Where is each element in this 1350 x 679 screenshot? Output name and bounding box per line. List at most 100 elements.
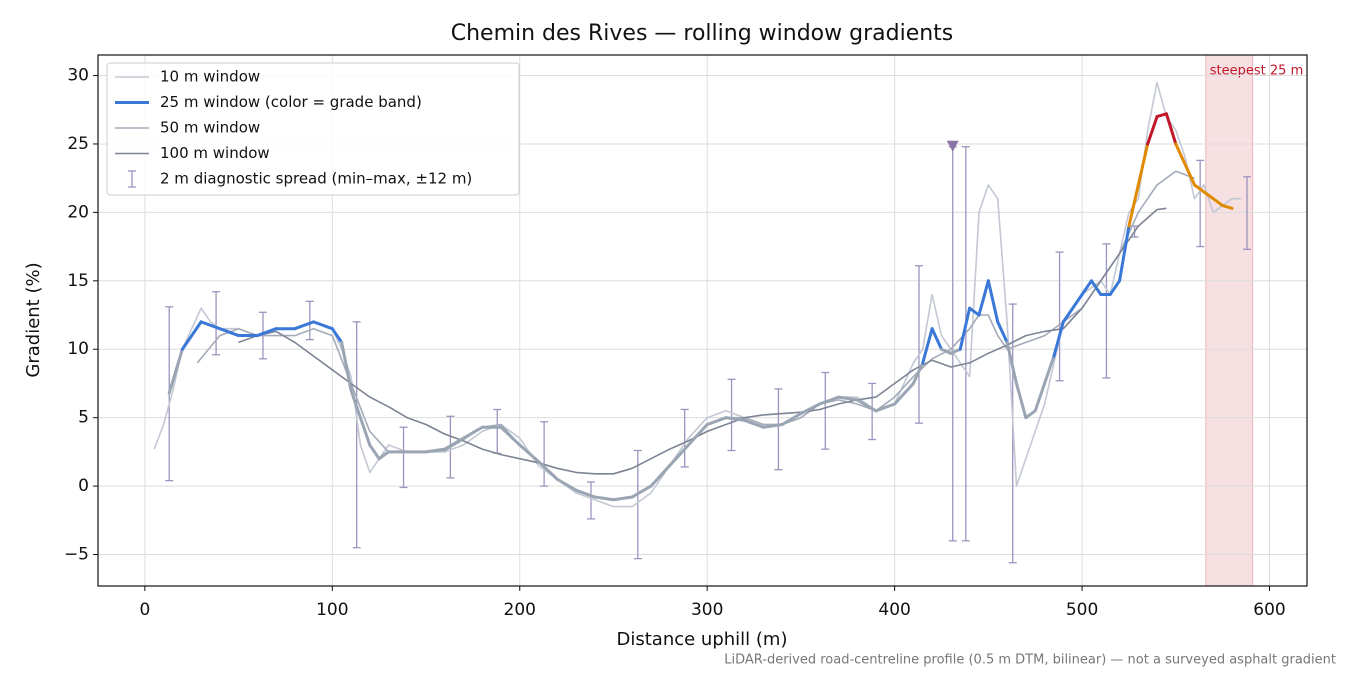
line-segment (1005, 340, 1018, 385)
line-segment (977, 279, 990, 317)
y-axis-label: Gradient (%) (23, 262, 44, 377)
line-segment (743, 418, 765, 429)
y-tick-label: 5 (78, 408, 89, 428)
line-segment (1108, 279, 1122, 296)
line-segment (1146, 115, 1159, 146)
line-segment (968, 306, 981, 317)
footnote: LiDAR-derived road-centreline profile (0… (724, 653, 1336, 668)
line-segment (443, 436, 466, 451)
line-segment (499, 425, 522, 447)
line-segment (593, 495, 615, 502)
line-segment (1127, 183, 1140, 228)
line-segment (949, 347, 962, 355)
x-tick-label: 0 (139, 600, 150, 620)
line-segment (330, 327, 344, 344)
line-segment (518, 443, 540, 463)
span-label: steepest 25 m (1210, 64, 1303, 79)
line-segment (799, 402, 822, 416)
line-segment (958, 306, 972, 351)
line-segment (836, 395, 859, 402)
line-segment (1164, 112, 1178, 146)
line-segment (368, 443, 381, 461)
line-segment (668, 443, 690, 468)
x-tick-label: 300 (691, 600, 723, 620)
line-segment (424, 447, 447, 454)
x-tick-label: 100 (316, 600, 348, 620)
line-segment (1174, 142, 1187, 166)
line-segment (930, 327, 943, 351)
line-segment (199, 320, 222, 331)
y-tick-label: 25 (67, 134, 89, 154)
line-segment (293, 320, 316, 331)
line-segment (1024, 409, 1037, 420)
legend-label: 10 m window (160, 68, 260, 86)
line-segment (611, 495, 634, 502)
line-segment (649, 464, 672, 488)
line-segment (761, 423, 784, 429)
legend-label: 2 m diagnostic spread (min–max, ±12 m) (160, 170, 472, 188)
line-segment (1193, 183, 1206, 194)
line-segment (1033, 381, 1047, 413)
line-segment (686, 423, 709, 447)
line-segment (921, 327, 934, 365)
line-segment (818, 395, 840, 406)
line-segment (555, 477, 578, 492)
y-tick-label: 0 (78, 476, 89, 496)
x-tick-label: 600 (1253, 600, 1285, 620)
line-segment (1211, 197, 1225, 208)
x-axis-label: Distance uphill (m) (617, 629, 788, 650)
line-segment (1080, 279, 1093, 296)
legend-label: 100 m window (160, 144, 270, 162)
legend-label: 50 m window (160, 119, 260, 137)
line-segment (630, 484, 653, 499)
line-segment (1118, 224, 1131, 283)
line-segment (996, 320, 1009, 344)
line-segment (939, 347, 953, 355)
line-segment (340, 340, 353, 392)
line-segment (312, 320, 334, 331)
line-segment (180, 320, 203, 351)
line-segment (893, 381, 915, 406)
line-segment (1155, 112, 1168, 119)
marker (946, 140, 959, 152)
line-segment (218, 327, 241, 338)
y-tick-label: 20 (67, 202, 89, 222)
highlight-span (1205, 54, 1254, 587)
line-segment (986, 279, 1000, 324)
line-segment (1052, 320, 1065, 358)
line-segment (1221, 204, 1234, 210)
legend-label: 25 m window (color = grade band) (160, 93, 422, 111)
line-segment (462, 425, 484, 440)
line-segment (855, 398, 878, 413)
line-segment (1136, 142, 1150, 187)
legend-box (106, 62, 520, 196)
line-segment (705, 416, 728, 427)
line-segment (574, 488, 597, 499)
line-segment (349, 388, 362, 420)
line-segment (874, 402, 897, 413)
x-tick-label: 200 (504, 600, 536, 620)
line-segment (1202, 190, 1215, 201)
line-segment (1061, 292, 1084, 324)
line-segment (536, 459, 559, 481)
line-segment (255, 327, 278, 338)
line-segment (1183, 162, 1197, 187)
line-segment (911, 361, 925, 385)
line-segment (780, 412, 803, 427)
line-segment (377, 450, 391, 461)
series-line (238, 207, 1167, 475)
line-segment (1089, 279, 1103, 296)
line-segment (167, 347, 184, 395)
y-tick-label: 15 (67, 271, 89, 291)
line-segment (1043, 354, 1056, 385)
x-tick-label: 400 (878, 600, 910, 620)
line-segment (1014, 381, 1028, 420)
y-tick-label: 30 (67, 66, 89, 86)
line-segment (724, 416, 747, 422)
chart-title: Chemin des Rives — rolling window gradie… (451, 21, 954, 46)
x-tick-label: 500 (1066, 600, 1098, 620)
legend: 10 m window 25 m window (color = grade ba… (106, 62, 520, 196)
line-segment (358, 416, 372, 447)
y-tick-label: −5 (64, 545, 89, 565)
